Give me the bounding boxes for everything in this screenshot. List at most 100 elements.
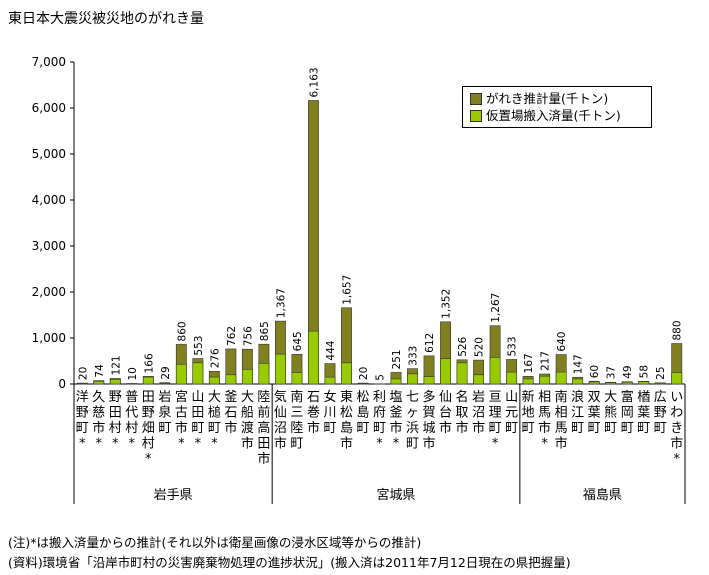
category-label-char: 市	[307, 420, 320, 436]
data-label: 147	[573, 354, 585, 374]
y-tick-label: 3,000	[32, 239, 66, 253]
bar-moved	[241, 368, 253, 385]
category-label-char: 野	[654, 406, 667, 421]
category-label-char: 女	[323, 389, 336, 405]
data-label: 276	[209, 348, 221, 368]
data-label: 20	[77, 367, 89, 380]
bar-moved	[357, 383, 369, 385]
data-label: 860	[176, 321, 188, 341]
category-label-char: 石	[224, 406, 237, 421]
y-tick-label: 1,000	[32, 331, 66, 345]
category-label-char: 元	[505, 406, 518, 421]
category-label-char: 市	[274, 436, 287, 452]
legend-item-moved: 仮置場搬入済量(千トン)	[470, 109, 621, 123]
category-label-char: 町	[191, 421, 204, 436]
y-tick-label: 6,000	[32, 101, 66, 115]
category-label-char: 地	[522, 406, 535, 421]
category-label-char: 村	[109, 421, 122, 436]
bar-chart: 0 1,000 2,000 3,000 4,000 5,000 6,000 7,000 20 74…	[32, 55, 686, 504]
bar-moved	[192, 362, 204, 385]
category-label-char: 山	[505, 390, 518, 405]
category-label-char: 町	[588, 421, 601, 436]
data-label: 756	[242, 326, 254, 346]
category-label-char: 町	[505, 421, 518, 436]
category-label-char: 町	[323, 421, 336, 436]
data-label: 444	[325, 340, 337, 360]
data-label: 49	[622, 365, 634, 378]
data-label: 37	[606, 366, 618, 379]
category-label-char: 市	[257, 451, 270, 467]
bar-moved	[142, 376, 154, 385]
category-label-char: 市	[439, 420, 452, 436]
group-label: 宮城県	[377, 487, 416, 503]
category-label-char: 理	[489, 406, 502, 421]
bar-moved	[638, 381, 650, 385]
category-label-char: 馬	[538, 406, 551, 421]
category-label-char: 大	[208, 390, 221, 405]
category-label-char: 慈	[92, 406, 105, 421]
category-label-char: 野	[109, 390, 122, 405]
bar-moved	[572, 378, 584, 385]
data-label: 20	[358, 367, 370, 380]
category-label-char: 町	[621, 421, 634, 436]
category-label-char: 町	[489, 421, 502, 436]
category-label-char: 気	[274, 389, 287, 405]
legend-item-total: がれき推計量(千トン)	[470, 92, 608, 106]
category-label-char: 府	[373, 406, 386, 421]
category-label-char: 前	[257, 405, 270, 421]
bar-moved	[654, 382, 666, 385]
bar-moved	[291, 372, 303, 385]
category-label-char: 双	[588, 390, 601, 405]
category-label-char: 市	[224, 420, 237, 436]
note-estimation: (注)*は搬入済量からの推計(それ以外は衛星画像の浸水区域等からの推計)	[8, 535, 422, 550]
bar-moved	[225, 374, 237, 385]
category-label-char: 楢	[637, 390, 650, 405]
category-label-char: 高	[257, 420, 270, 436]
group-label: 岩手県	[154, 488, 193, 503]
category-label-char: 利	[373, 390, 386, 405]
category-label-char: 畑	[142, 421, 155, 436]
category-label-char: 岩	[158, 390, 171, 405]
category-label-char: 東	[340, 389, 353, 405]
bar-moved	[274, 353, 286, 385]
category-label-char: ヶ	[406, 406, 419, 421]
category-label-char: 相	[538, 390, 551, 405]
category-label-char: 槌	[208, 405, 221, 421]
category-label-char: 賀	[423, 406, 436, 421]
category-label-char: 巻	[307, 406, 320, 421]
bar-moved	[324, 376, 336, 385]
category-label-char: 川	[323, 406, 336, 421]
category-label-char: *	[393, 437, 400, 452]
legend-swatch-total	[470, 92, 482, 105]
category-label-char: 渡	[241, 420, 254, 436]
category-label-char: 町	[356, 421, 369, 436]
data-label: 612	[424, 333, 436, 353]
category-label-char: 洋	[76, 390, 89, 405]
category-label-char: 浜	[406, 421, 419, 436]
data-label: 645	[292, 331, 304, 351]
y-tick-label: 5,000	[32, 147, 66, 161]
chart-title: 東日本大震災被災地のがれき量	[8, 11, 204, 27]
bar-moved	[621, 381, 633, 385]
category-label-char: *	[195, 437, 202, 452]
bar-moved	[473, 374, 485, 385]
category-label-char: *	[178, 437, 185, 452]
category-label-char: 田	[257, 437, 270, 452]
category-label-char: 村	[142, 437, 155, 452]
category-label-char: *	[79, 437, 86, 452]
group-label: 福島県	[583, 488, 622, 503]
category-label-char: 野	[142, 406, 155, 421]
category-label-char: 普	[125, 390, 138, 405]
category-label-char: 馬	[555, 421, 568, 436]
category-label-char: き	[670, 421, 683, 436]
category-label-char: 町	[158, 421, 171, 436]
category-label-char: 南	[555, 389, 568, 405]
category-label-char: 江	[571, 406, 584, 421]
category-label-char: い	[670, 390, 683, 405]
category-label-char: 市	[340, 436, 353, 452]
category-label-char: 町	[654, 421, 667, 436]
data-label: 520	[474, 337, 486, 357]
category-label-char: 町	[522, 421, 535, 436]
category-label-char: 大	[604, 390, 617, 405]
category-label-char: 七	[406, 390, 419, 405]
